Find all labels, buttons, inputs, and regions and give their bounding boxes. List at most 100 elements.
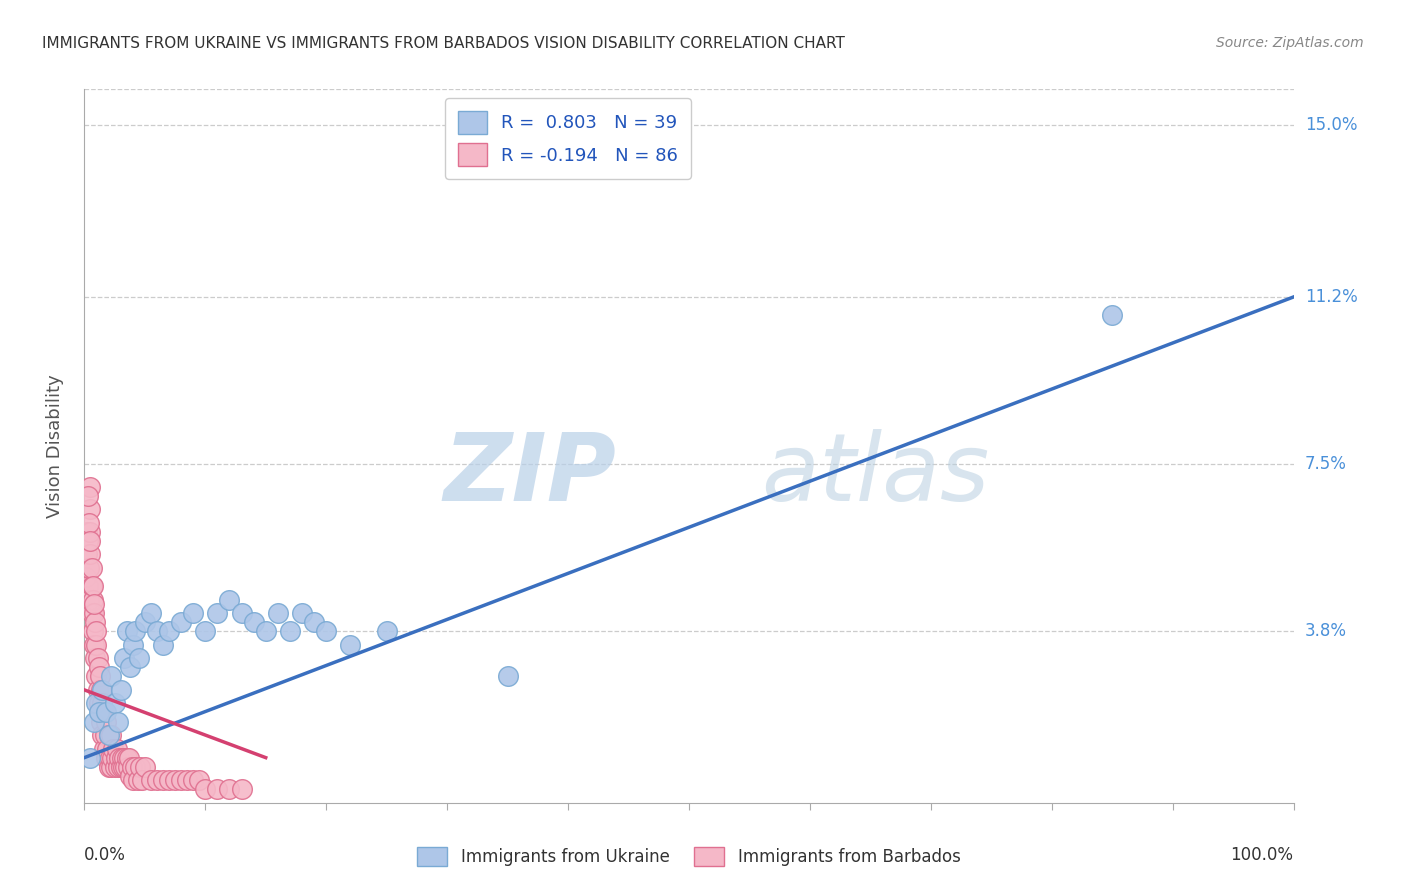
Point [1101, 308, 1123, 322]
Point [152, 773, 174, 788]
Point [114, 759, 136, 773]
Point [146, 624, 169, 639]
Legend: R =  0.803   N = 39, R = -0.194   N = 86: R = 0.803 N = 39, R = -0.194 N = 86 [446, 98, 690, 179]
Point [103, 741, 125, 756]
Point [111, 750, 134, 764]
Point [188, 773, 211, 788]
Point [134, 615, 156, 629]
Point [82, 624, 104, 639]
Point [218, 782, 240, 797]
Point [124, 624, 146, 639]
Point [104, 697, 127, 711]
Point [90, 682, 112, 697]
Point [97, 759, 120, 773]
Point [131, 773, 153, 788]
Point [157, 624, 180, 639]
Point [115, 750, 138, 764]
Text: 15.0%: 15.0% [1305, 116, 1357, 135]
Point [79, 502, 101, 516]
Point [93, 706, 115, 720]
Point [83, 714, 105, 729]
Point [181, 606, 204, 620]
Point [107, 714, 129, 729]
Point [242, 615, 264, 629]
Point [79, 750, 101, 764]
Text: IMMIGRANTS FROM UKRAINE VS IMMIGRANTS FROM BARBADOS VISION DISABILITY CORRELATIO: IMMIGRANTS FROM UKRAINE VS IMMIGRANTS FR… [42, 36, 845, 51]
Point [291, 606, 314, 620]
Point [146, 773, 169, 788]
Point [75, 570, 97, 584]
Point [77, 533, 100, 548]
Point [86, 682, 108, 697]
Point [120, 660, 142, 674]
Point [152, 638, 174, 652]
Point [90, 714, 112, 729]
Point [170, 773, 193, 788]
Point [80, 579, 103, 593]
Point [112, 651, 135, 665]
Point [110, 759, 132, 773]
Point [76, 548, 98, 562]
Point [79, 533, 101, 548]
Point [134, 759, 156, 773]
Point [79, 524, 101, 539]
Point [129, 759, 152, 773]
Point [339, 638, 361, 652]
Point [231, 782, 253, 797]
Text: 100.0%: 100.0% [1230, 846, 1294, 863]
Point [139, 606, 162, 620]
Point [302, 615, 325, 629]
Point [157, 773, 180, 788]
Point [93, 741, 115, 756]
Point [97, 728, 120, 742]
Point [84, 651, 107, 665]
Point [86, 638, 108, 652]
Point [176, 773, 198, 788]
Point [94, 728, 117, 742]
Point [98, 750, 121, 764]
Point [94, 714, 117, 729]
Point [77, 579, 100, 593]
Point [80, 606, 103, 620]
Point [86, 651, 108, 665]
Point [127, 773, 149, 788]
Point [112, 759, 135, 773]
Point [254, 624, 277, 639]
Point [91, 728, 114, 742]
Point [86, 624, 108, 639]
Point [84, 615, 107, 629]
Point [170, 615, 193, 629]
Point [101, 750, 124, 764]
Point [375, 624, 398, 639]
Point [218, 592, 240, 607]
Text: ZIP: ZIP [443, 428, 616, 521]
Point [87, 697, 110, 711]
Text: Source: ZipAtlas.com: Source: ZipAtlas.com [1216, 36, 1364, 50]
Point [207, 606, 229, 620]
Point [121, 759, 143, 773]
Text: atlas: atlas [762, 429, 990, 520]
Point [128, 651, 150, 665]
Point [112, 750, 135, 764]
Point [86, 669, 108, 683]
Point [97, 728, 120, 742]
Point [91, 697, 114, 711]
Point [267, 606, 290, 620]
Point [104, 750, 127, 764]
Point [86, 697, 108, 711]
Point [82, 592, 104, 607]
Point [207, 782, 229, 797]
Text: 11.2%: 11.2% [1305, 288, 1357, 306]
Point [94, 706, 117, 720]
Point [231, 606, 253, 620]
Text: 7.5%: 7.5% [1305, 455, 1347, 473]
Point [87, 706, 110, 720]
Point [77, 561, 100, 575]
Point [96, 741, 118, 756]
Point [107, 759, 129, 773]
Point [76, 524, 98, 539]
Point [100, 669, 122, 683]
Point [124, 759, 146, 773]
Point [163, 773, 186, 788]
Point [120, 769, 142, 783]
